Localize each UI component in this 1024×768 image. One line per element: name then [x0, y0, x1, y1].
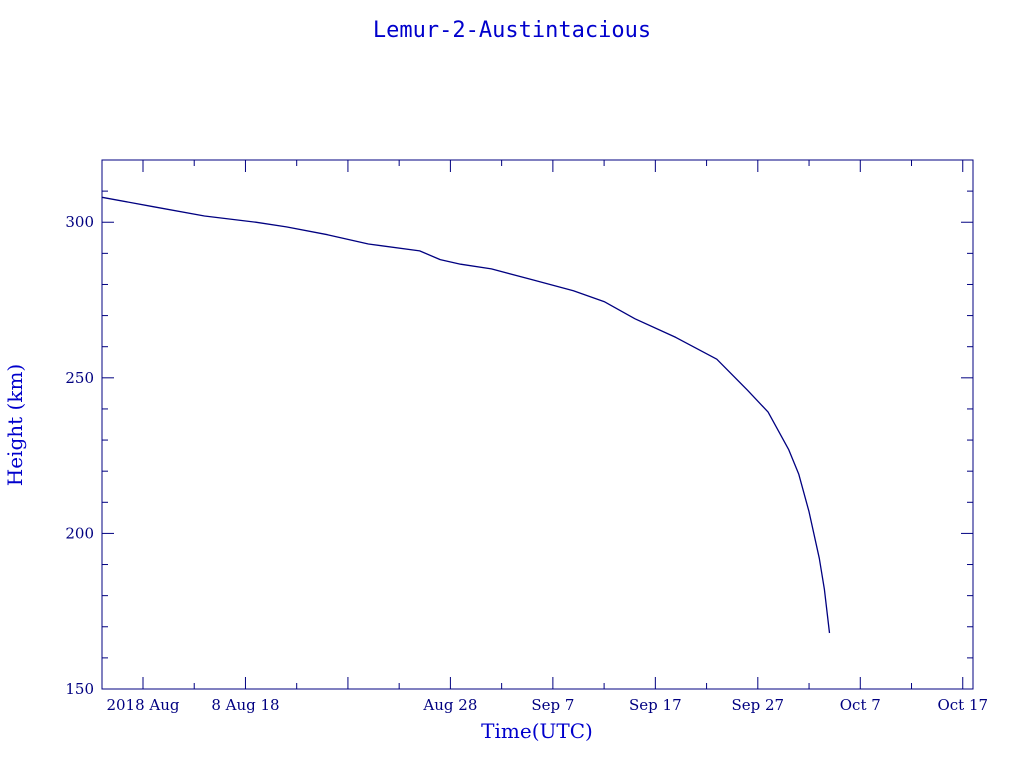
- x-tick-label: Oct 17: [937, 696, 988, 714]
- y-axis-title: Height (km): [3, 364, 27, 486]
- height-series-line: [101, 196, 831, 634]
- x-tick-label: Sep 7: [531, 696, 574, 714]
- y-tick-label: 250: [65, 369, 94, 387]
- y-axis: 150 200 250 300: [65, 159, 973, 698]
- chart-title: Lemur-2-Austintacious: [373, 18, 651, 43]
- x-tick-label: 8 Aug 18: [211, 696, 279, 714]
- x-tick-label: 2018 Aug: [106, 696, 179, 714]
- y-tick-label: 200: [65, 524, 94, 542]
- plot-frame: [101, 159, 974, 690]
- x-tick-label: Oct 7: [840, 696, 881, 714]
- series-group: [101, 196, 831, 634]
- x-tick-label: Sep 17: [629, 696, 682, 714]
- x-axis: 2018 Aug 8 Aug 18 Aug 28 Sep 7 Sep 17 Sep 27 O…: [106, 160, 988, 714]
- y-tick-label: 150: [65, 680, 94, 698]
- x-axis-title: Time(UTC): [481, 719, 593, 743]
- x-tick-label: Aug 28: [422, 696, 477, 714]
- y-tick-label: 300: [65, 213, 94, 231]
- x-tick-label: Sep 27: [731, 696, 784, 714]
